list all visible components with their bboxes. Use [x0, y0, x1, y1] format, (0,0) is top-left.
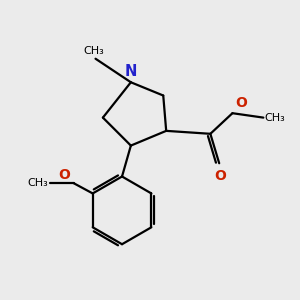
Text: CH₃: CH₃	[84, 46, 104, 56]
Text: CH₃: CH₃	[265, 112, 286, 123]
Text: O: O	[214, 169, 226, 182]
Text: N: N	[125, 64, 137, 79]
Text: CH₃: CH₃	[28, 178, 49, 188]
Text: O: O	[235, 96, 247, 110]
Text: O: O	[59, 168, 70, 182]
